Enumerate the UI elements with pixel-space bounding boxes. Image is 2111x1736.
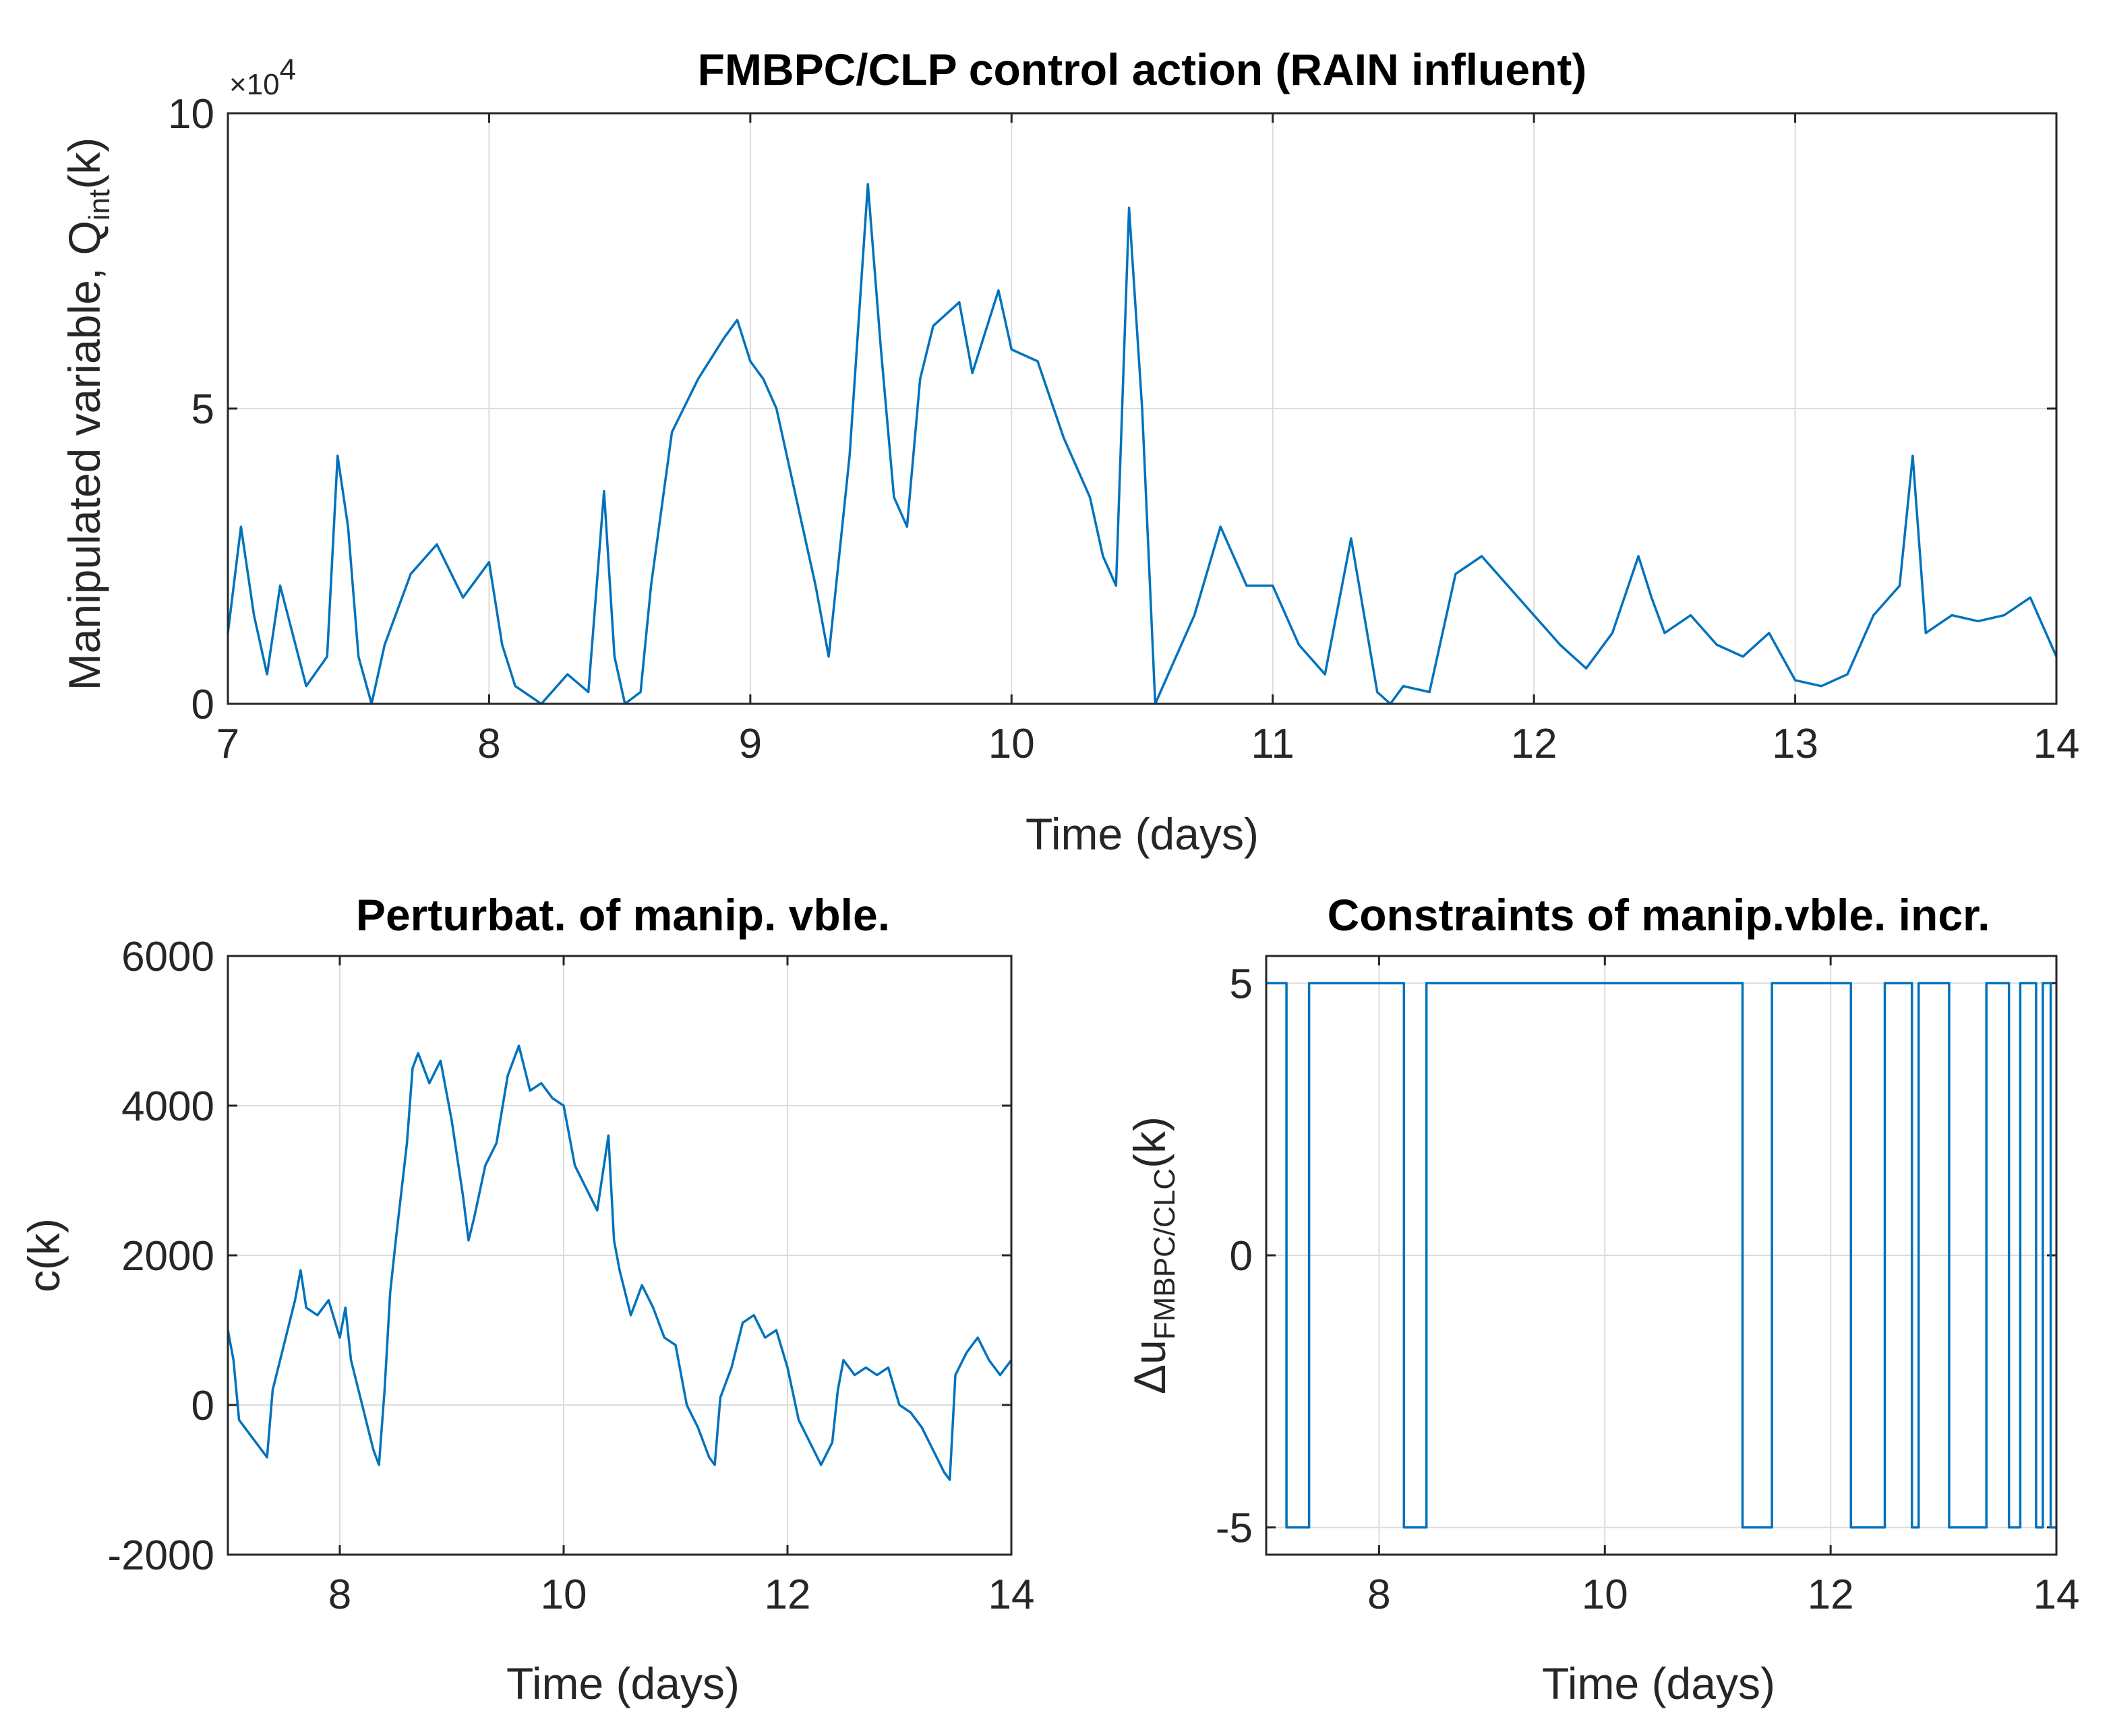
y-axis-label-subscript: FMBPC/CLC [1148,1168,1181,1340]
y-tick-label: -2000 [107,1532,214,1579]
panel-control-action: 7 8 9 10 11 12 13 14 0 5 10 FMBPC/CLP control act… [59,44,2079,859]
axes-frame [1265,955,2058,1556]
x-tick-label: 10 [988,721,1035,767]
chart-title: Constraints of manip.vble. incr. [1328,890,1990,940]
y-tick-label: 0 [191,682,214,728]
x-tick-label: 8 [328,1572,351,1618]
axes-frame [227,112,2058,705]
x-tick-label: 10 [541,1572,587,1618]
axes-frame [227,955,1013,1556]
x-tick-label: 9 [739,721,762,767]
y-axis-label-main: Δu [1125,1340,1175,1394]
chart-title: Perturbat. of manip. vble. [356,890,890,940]
y-axis-label-subscript: int [83,189,116,220]
series-layer [1266,982,2056,1529]
grid-lines [1266,956,2058,1555]
x-tick-label: 7 [216,721,239,767]
x-tick-label: 12 [1808,1572,1854,1618]
y-axis-label: Manipulated variable, Qint(k) [59,138,116,691]
y-axis-label: ΔuFMBPC/CLC(k) [1125,1116,1181,1394]
y-axis-label: c(k) [19,1218,69,1292]
grid-lines [228,955,1013,1556]
x-tick-labels: 7 8 9 10 11 12 13 14 [216,721,2080,767]
x-tick-label: 14 [988,1572,1035,1618]
y-tick-label: 4000 [121,1083,214,1130]
y-axis-exponent-base: ×10 [229,68,280,101]
x-tick-labels: 8 10 12 14 [1367,1572,2079,1618]
y-tick-labels: 0 5 10 [168,91,214,728]
y-tick-label: 6000 [121,934,214,980]
y-axis-exponent: ×104 [229,53,296,101]
x-axis-label: Time (days) [1025,809,1259,859]
x-axis-label: Time (days) [1542,1658,1775,1708]
x-tick-label: 14 [2033,1572,2080,1618]
y-tick-label: 5 [191,386,214,433]
series-line [227,1044,1013,1481]
y-axis-label-end: (k) [59,138,109,189]
y-tick-label: 2000 [121,1233,214,1280]
series-line [227,183,2058,705]
x-tick-label: 11 [1251,721,1295,767]
panel-constraints: 8 10 12 14 -5 0 5 Constraints of manip.vble. … [1125,890,2079,1708]
series-line [1266,982,2056,1529]
y-tick-label: 0 [191,1383,214,1429]
x-tick-label: 12 [765,1572,811,1618]
x-tick-label: 13 [1772,721,1818,767]
y-axis-exponent-power: 4 [280,53,296,86]
y-tick-label: 5 [1230,961,1253,1007]
y-axis-label-end: (k) [1125,1116,1175,1168]
x-tick-label: 12 [1511,721,1557,767]
x-tick-label: 14 [2033,721,2080,767]
y-tick-label: -5 [1216,1505,1253,1552]
y-axis-label-main: Manipulated variable, Q [59,220,109,690]
x-tick-label: 8 [1367,1572,1390,1618]
x-tick-labels: 8 10 12 14 [328,1572,1035,1618]
y-tick-labels: -5 0 5 [1216,961,1253,1551]
y-tick-label: 10 [168,91,214,138]
x-axis-label: Time (days) [506,1658,740,1708]
chart-title: FMBPC/CLP control action (RAIN influent) [698,44,1587,94]
y-tick-label: 0 [1230,1233,1253,1280]
y-tick-labels: -2000 0 2000 4000 6000 [107,934,214,1579]
series-layer [227,183,2058,705]
series-layer [227,1044,1013,1481]
x-tick-label: 10 [1582,1572,1628,1618]
x-tick-label: 8 [477,721,500,767]
panel-perturbation: 8 10 12 14 -2000 0 2000 4000 6000 Perturbat. of… [19,890,1034,1708]
